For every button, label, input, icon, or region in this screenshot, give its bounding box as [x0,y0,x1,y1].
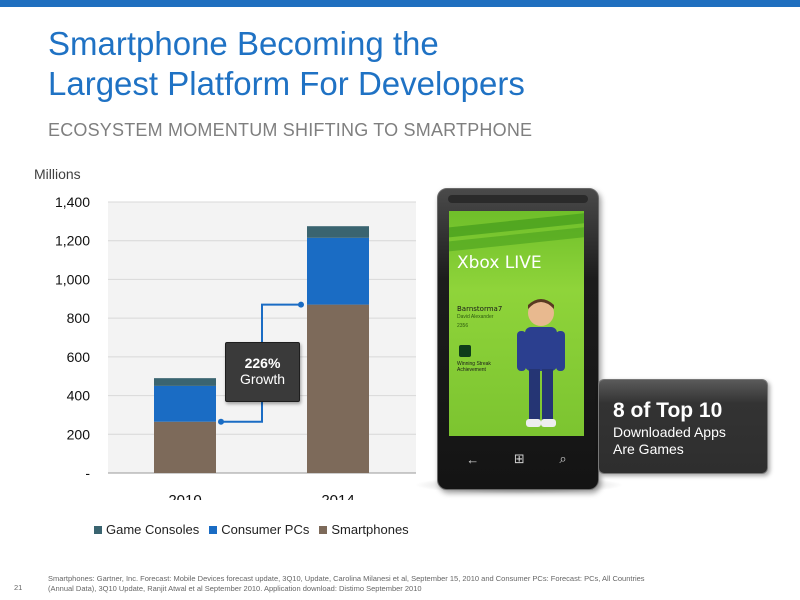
info-headline: 8 of Top 10 [613,399,723,422]
info-line-2: Are Games [613,441,684,457]
screen-title: Xbox LIVE [457,253,542,273]
legend-item-game-consoles: Game Consoles [94,522,199,537]
bar-segment-game-consoles [307,226,369,238]
growth-label: Growth [239,371,286,387]
y-tick-label: - [85,465,90,481]
stacked-bar-chart: - 200 400 600 800 1,000 1,200 1,400 2010 2014 [55,194,416,500]
bar-segment-game-consoles [154,378,216,386]
growth-end-dot [298,301,304,308]
search-icon: ⌕ [559,451,567,466]
chart-legend: Game Consoles Consumer PCs Smartphones [94,522,409,537]
achievement-badge-icon [459,345,471,357]
phone-image: Xbox LIVE Barnstorma7 David Alexander 23… [437,188,599,490]
y-tick-label: 1,400 [55,194,90,210]
x-tick-label: 2010 [168,492,201,500]
legend-item-smartphones: Smartphones [319,522,409,537]
title-line-1: Smartphone Becoming the [48,25,439,62]
windows-logo-icon: ⊞ [513,451,525,466]
y-tick-label: 600 [67,349,91,365]
growth-percent: 226% [244,355,281,371]
legend-label: Game Consoles [106,522,200,537]
growth-start-dot [218,418,224,425]
legend-swatch [319,525,328,534]
bar-segment-consumer-pcs [154,385,216,422]
title-line-2: Largest Platform For Developers [48,65,525,102]
legend-label: Smartphones [331,522,409,537]
bar-segment-smartphones [307,304,369,473]
games-info-box: 8 of Top 10 Downloaded Apps Are Games [598,379,768,474]
legend-item-consumer-pcs: Consumer PCs [209,522,309,537]
real-name: David Alexander [457,314,494,320]
y-tick-label: 400 [67,388,91,404]
gamer-score: 2356 [457,323,469,329]
y-tick-label: 1,000 [55,271,90,287]
page-number: 21 [14,583,23,592]
top-accent-bar [0,0,800,7]
y-tick-label: 1,200 [55,233,90,249]
arrow-left-icon: ← [466,451,480,467]
achievement-text: Winning Streak Achievement [457,361,491,373]
gamertag: Barnstorma7 [457,305,503,313]
info-text: Downloaded Apps Are Games [613,424,763,458]
phone-screen: Xbox LIVE Barnstorma7 David Alexander 23… [449,211,584,436]
y-tick-label: 200 [67,426,91,442]
x-tick-label: 2014 [321,492,354,500]
y-axis-label: Millions [34,166,81,182]
y-tick-label: 800 [67,310,91,326]
phone-earpiece [448,195,588,203]
legend-swatch [94,525,102,534]
bar-segment-consumer-pcs [307,237,369,305]
source-footnote: Smartphones: Gartner, Inc. Forecast: Mob… [48,574,645,593]
slide-title: Smartphone Becoming the Largest Platform… [48,24,748,104]
legend-swatch [209,525,218,534]
phone-nav-bar: ← ⊞ ⌕ [449,441,584,477]
legend-label: Consumer PCs [221,522,310,537]
growth-callout: 226% Growth [225,342,300,402]
slide-subtitle: ECOSYSTEM MOMENTUM SHIFTING TO SMARTPHON… [48,120,533,140]
avatar-icon [517,299,565,427]
info-line-1: Downloaded Apps [613,424,726,440]
bar-segment-smartphones [154,421,216,473]
